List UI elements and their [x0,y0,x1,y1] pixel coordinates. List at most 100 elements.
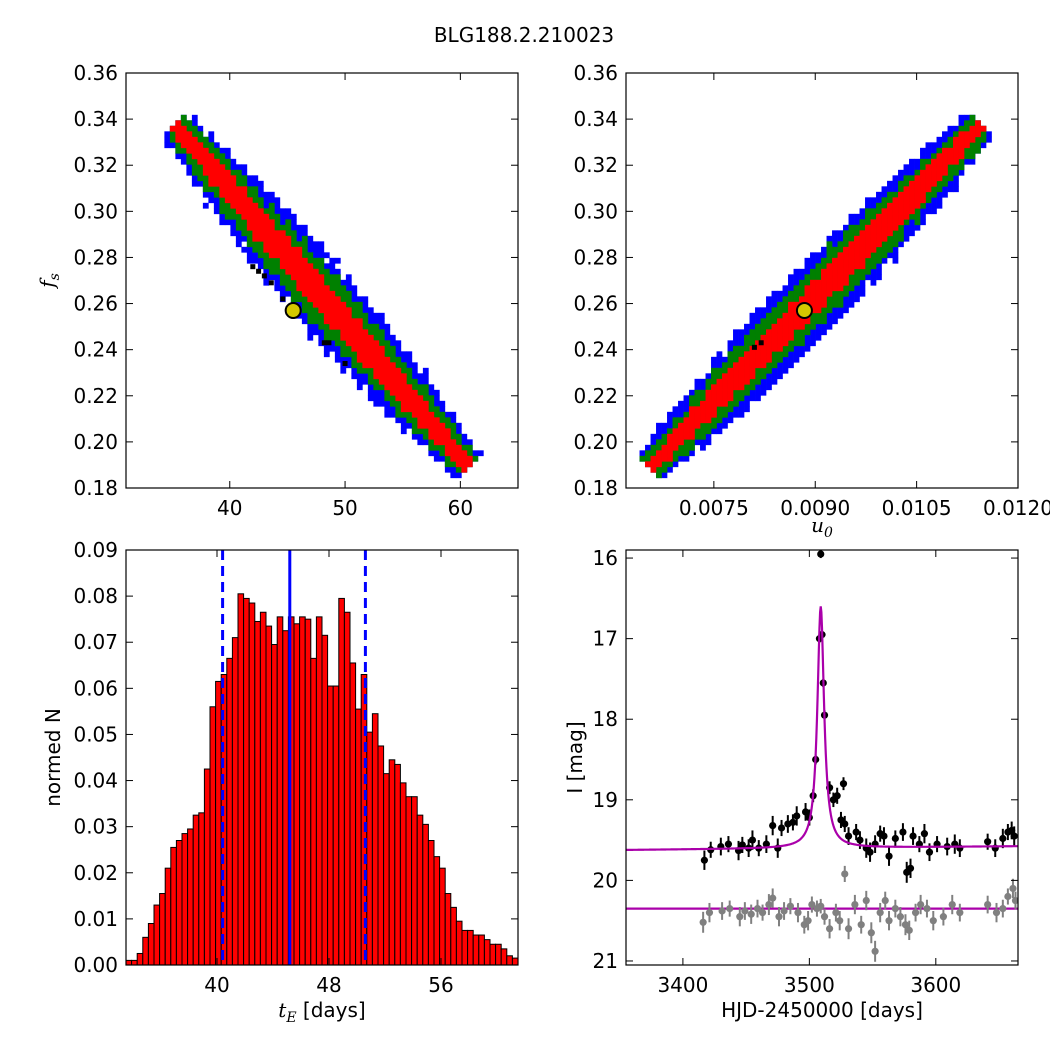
density-cell [373,378,380,385]
density-cell [733,356,739,363]
density-cell [378,345,385,352]
density-cell [727,351,734,358]
density-cell [439,400,446,407]
density-cell [755,340,761,347]
histogram-bar [254,620,261,965]
density-cell [422,395,429,402]
density-cell [914,186,921,193]
density-cell [683,439,690,446]
density-cell [777,318,783,325]
density-cell [920,208,926,215]
density-cell [428,417,435,424]
density-cell [230,191,237,198]
density-cell [716,362,723,369]
density-cell [455,472,462,479]
density-cell [422,411,429,418]
density-cell [307,312,314,319]
density-cell [920,213,926,220]
histogram-bar [511,957,518,965]
data-point [862,896,870,905]
density-cell [760,373,767,380]
density-cell [307,334,314,341]
density-cell [771,318,778,325]
fs-vs-u0-panel: 0.0075 0.0090 0.0105 0.01200.180.200.220.24… [573,61,1050,541]
density-cell [683,455,690,462]
density-cell [422,439,429,446]
x-tick-label: 3600 [910,973,961,997]
density-cell [263,191,270,198]
y-tick-label: 0.24 [73,338,118,362]
density-cell [788,274,794,281]
histogram-bar [422,823,429,965]
density-cell [384,340,391,347]
density-cell [351,334,358,341]
density-cell [334,307,341,314]
density-cell [848,230,855,237]
density-cell [733,367,739,374]
density-cell [738,362,745,369]
density-cell [208,164,215,171]
density-cell [705,422,712,429]
histogram-bar [371,713,379,965]
density-cell [799,318,805,325]
density-cell [716,367,723,374]
density-cell [428,395,435,402]
density-cell [804,263,811,270]
density-cell [345,312,352,319]
density-cell [406,417,413,424]
density-cell [766,384,772,391]
density-cell [909,219,915,226]
histogram-bar [411,796,418,965]
density-cell [224,208,231,215]
density-cell [345,345,352,352]
density-cell [793,323,800,330]
density-cell [285,224,292,231]
density-cell [848,268,855,275]
density-cell [865,252,871,259]
density-cell [749,362,756,369]
density-cell [936,191,943,198]
density-cell [329,318,336,325]
density-cell [788,296,794,303]
histogram-bar [170,846,177,965]
density-cell [837,274,844,281]
sample-point [280,296,286,302]
density-cell [788,356,794,363]
density-cell [323,252,330,259]
density-cell [197,131,204,138]
density-cell [373,318,380,325]
density-cell [727,345,734,352]
density-cell [395,373,402,380]
density-cell [202,153,209,160]
density-cell [667,411,673,418]
density-cell [384,400,391,407]
density-cell [766,340,772,347]
density-cell [760,362,767,369]
density-cell [777,312,783,319]
density-cell [793,334,800,341]
axes-frame [625,549,1019,966]
fs-vs-tE-panel: 40 50 600.180.200.220.240.260.280.300.320.… [35,61,519,520]
density-cell [837,296,844,303]
density-cell [378,351,385,358]
density-cell [766,329,772,336]
x-tick-label: 0.0090 [780,496,850,520]
density-cell [208,147,215,154]
density-cell [252,224,259,231]
density-cell [777,351,783,358]
density-cell [799,279,805,286]
density-cell [832,241,838,248]
density-cell [826,290,833,297]
density-cell [980,125,987,132]
density-cell [843,274,849,281]
density-cell [859,230,866,237]
density-cell [766,367,772,374]
density-cell [378,395,385,402]
density-cell [224,219,231,226]
density-cell [870,197,877,204]
density-cell [942,131,948,138]
density-cell [909,191,915,198]
density-cell [766,362,772,369]
density-cell [964,158,970,165]
histogram-bar [265,625,273,965]
